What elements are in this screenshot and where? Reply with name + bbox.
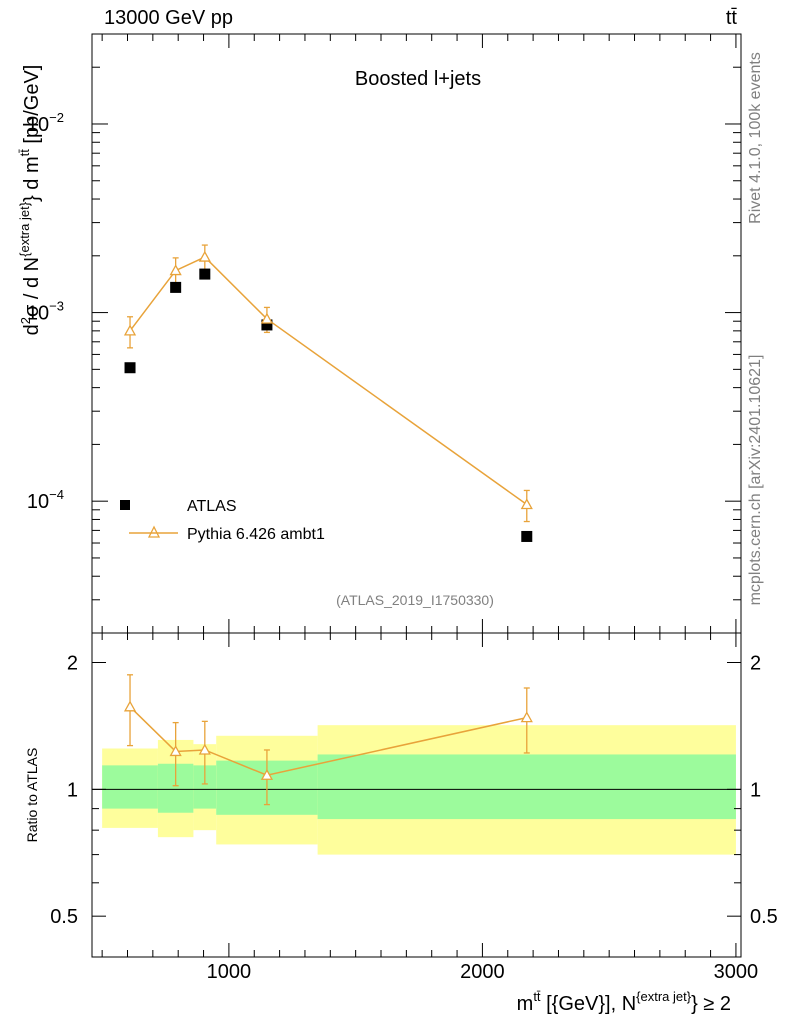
ratio-y-tick-label-left: 2 xyxy=(67,653,78,675)
x-axis-label: mtt̄ [{GeV}], N{extra jet}} ≥ 2 xyxy=(517,989,731,1015)
main-marks xyxy=(123,244,533,542)
ratio-y-tick-label-right: 0.5 xyxy=(750,906,778,928)
x-label-tt: tt̄ xyxy=(533,989,541,1004)
pythia-point xyxy=(520,498,533,510)
pythia-ratio-point xyxy=(520,711,533,723)
y-label-tt: tt̄ xyxy=(17,149,32,157)
header-left: 13000 GeV pp xyxy=(104,7,233,29)
y-tick-label: 10−3 xyxy=(27,299,64,325)
pythia-ratio-point xyxy=(198,743,211,755)
y-tick-base: 10 xyxy=(27,114,49,136)
ratio-bands xyxy=(92,725,741,855)
ratio-y-tick-label-left: 1 xyxy=(67,779,78,801)
main-plot-frame xyxy=(91,33,742,634)
y-label-mid: } d m xyxy=(21,156,43,202)
ratio-y-label: Ratio to ATLAS xyxy=(24,748,40,843)
x-label-mid: [{GeV}], N xyxy=(541,993,637,1015)
atlas-point xyxy=(199,268,211,280)
x-tick-label: 2000 xyxy=(460,961,505,983)
y-tick-exp: −3 xyxy=(49,299,64,314)
y-tick-base: 10 xyxy=(27,491,49,513)
x-label-end: } ≥ 2 xyxy=(691,993,731,1015)
atlas-point xyxy=(124,362,136,374)
atlas-point xyxy=(261,319,273,331)
legend-marker-atlas xyxy=(120,500,130,510)
pythia-ratio-point xyxy=(260,768,274,780)
band-inner-4 xyxy=(317,754,736,820)
side-text-mcplots: mcplots.cern.ch [arXiv:2401.10621] xyxy=(747,355,764,606)
y-tick-exp: −2 xyxy=(49,110,64,125)
y-tick-label: 10−4 xyxy=(27,487,64,513)
pythia-series-line xyxy=(129,256,528,506)
pythia-point xyxy=(169,264,182,276)
x-tick-label: 3000 xyxy=(714,961,759,983)
pythia-point xyxy=(123,324,137,336)
y-tick-exp: −4 xyxy=(49,487,64,502)
band-inner-0 xyxy=(102,765,158,809)
atlas-point xyxy=(170,281,182,293)
y-tick-base: 10 xyxy=(27,303,49,325)
legend-marker-pythia xyxy=(147,525,161,538)
legend-label-pythia: Pythia 6.426 ambt1 xyxy=(187,526,325,543)
ratio-y-tick-label-right: 2 xyxy=(750,653,761,675)
pythia-ratio-point xyxy=(123,700,137,712)
x-label-m: m xyxy=(517,993,534,1015)
ratio-marks xyxy=(123,674,533,806)
y-label-end: [pb/GeV] xyxy=(21,65,43,150)
ratio-plot-frame xyxy=(91,632,742,958)
ratio-y-tick-label-left: 0.5 xyxy=(50,906,78,928)
header-right: tt̄ xyxy=(726,7,738,29)
pythia-point xyxy=(260,312,274,324)
ratio-y-tick-label-right: 1 xyxy=(750,779,761,801)
x-label-extra: {extra jet} xyxy=(636,989,692,1004)
analysis-id: (ATLAS_2019_I1750330) xyxy=(336,592,494,608)
legend: ATLAS Pythia 6.426 ambt1 xyxy=(120,498,325,543)
x-tick-label: 1000 xyxy=(207,961,252,983)
atlas-point xyxy=(521,530,533,542)
band-inner-2 xyxy=(193,765,217,809)
y-label-two: 2 xyxy=(18,317,33,324)
legend-label-atlas: ATLAS xyxy=(187,498,237,515)
chart-title: Boosted l+jets xyxy=(355,68,481,90)
y-axis-label: d2σ / d N{extra jet}} d mtt̄ [pb/GeV] xyxy=(17,65,43,336)
y-label-extra: {extra jet} xyxy=(17,201,32,257)
y-tick-label: 10−2 xyxy=(27,110,64,136)
pythia-ratio-point xyxy=(169,745,182,757)
side-text-rivet: Rivet 4.1.0, 100k events xyxy=(747,52,764,224)
pythia-point xyxy=(198,250,211,262)
y-label-d: d xyxy=(21,324,43,335)
y-label-sigma: σ / d N xyxy=(21,257,43,317)
